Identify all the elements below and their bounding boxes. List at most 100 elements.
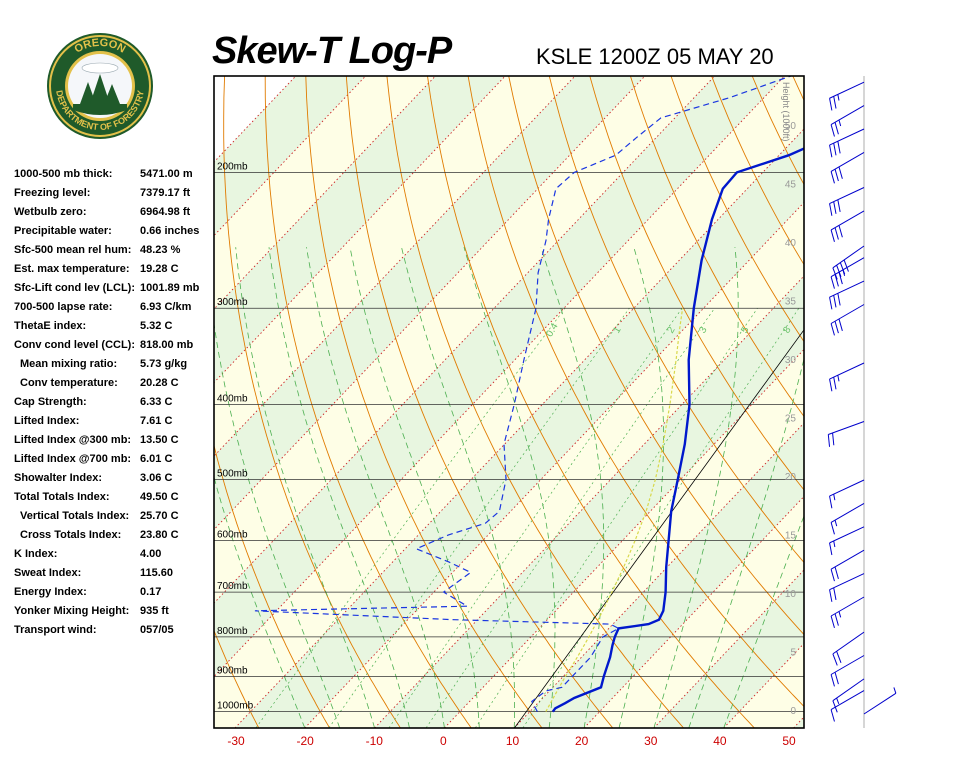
mixing-ratio-line <box>328 307 630 728</box>
isotherm-line <box>214 76 646 531</box>
wind-barb <box>832 631 865 666</box>
wind-barb-flag <box>834 122 839 135</box>
moist-adiabat <box>688 357 804 728</box>
isotherm-line <box>214 76 506 384</box>
moist-adiabat <box>235 247 375 728</box>
parcel-profile-line <box>545 308 684 712</box>
wind-barb <box>830 304 865 336</box>
wind-barb-flag <box>829 203 833 216</box>
wind-barb-half-flag <box>837 94 840 101</box>
isotherm-band <box>793 716 804 728</box>
wind-barb-flag <box>834 274 839 287</box>
wind-barb-half-flag <box>838 611 842 618</box>
wind-barb-half-flag <box>893 687 897 694</box>
wind-barb-half-flag <box>837 375 840 382</box>
index-value: 20.28 C <box>140 377 179 389</box>
wind-barb-flag <box>832 700 838 713</box>
wind-barb-flag <box>833 587 837 600</box>
index-label: Sfc-Lift cond lev (LCL): <box>14 282 135 294</box>
dry-adiabat <box>833 76 960 728</box>
index-row: Vertical Totals Index: 25.70 C <box>14 510 214 528</box>
temperature-profile-line <box>551 147 804 713</box>
wind-barb <box>829 280 865 310</box>
wind-barb <box>863 687 897 715</box>
index-value: 7379.17 ft <box>140 187 191 199</box>
wind-barb-shaft <box>829 479 865 497</box>
index-value: 7.61 C <box>140 415 173 427</box>
index-label: Mean mixing ratio: <box>20 358 118 370</box>
wind-barb-flag <box>830 124 835 137</box>
isotherm-band <box>374 275 804 728</box>
index-row: 1000-500 mb thick: 5471.00 m <box>14 168 214 186</box>
wind-barb-flag <box>832 432 835 446</box>
index-row: Precipitable water: 0.66 inches <box>14 225 214 243</box>
isotherm-line <box>214 76 366 237</box>
index-value: 25.70 C <box>140 510 179 522</box>
wind-barb-flag <box>829 98 833 111</box>
logo-top-text: OREGON <box>73 37 128 56</box>
wind-barb-shaft <box>830 502 865 523</box>
index-label: 700-500 lapse rate: <box>14 301 113 313</box>
height-tick-label: 0 <box>790 706 796 717</box>
wind-barb-shaft <box>830 549 865 570</box>
dewpoint-profile-line <box>254 76 792 712</box>
index-label: Lifted Index @300 mb: <box>14 434 132 446</box>
wind-barb-shaft <box>830 655 865 675</box>
wind-barb-flag <box>836 651 842 664</box>
wind-barb <box>830 690 865 722</box>
index-label: Showalter Index: <box>14 472 103 484</box>
index-value: 19.28 C <box>140 263 179 275</box>
moist-adiabat <box>349 247 480 728</box>
wind-barb-shaft <box>828 421 865 435</box>
wind-barb <box>832 678 865 713</box>
index-label: Freezing level: <box>14 187 91 199</box>
wind-barb-flag <box>833 295 837 308</box>
wind-barb-shaft <box>829 362 865 380</box>
index-row: ThetaE index: 5.32 C <box>14 320 214 338</box>
mixing-ratio-label: 5 <box>739 325 752 336</box>
index-value: 0.17 <box>140 586 162 598</box>
index-value: 4.00 <box>140 548 162 560</box>
pressure-label: 200mb <box>217 161 248 172</box>
index-row: Lifted Index @300 mb: 13.50 C <box>14 434 214 452</box>
wind-barb <box>830 151 865 184</box>
dry-adiabat <box>792 76 804 102</box>
isotherm-line <box>214 76 436 310</box>
isotherm-line <box>793 716 804 728</box>
index-label: Wetbulb zero: <box>14 206 87 218</box>
wind-barb-flag <box>829 297 833 310</box>
index-label: Transport wind: <box>14 624 97 636</box>
wind-barb-half-flag <box>833 494 836 501</box>
wind-barb-flag <box>839 262 846 275</box>
index-label: Precipitable water: <box>14 225 112 237</box>
wind-barb <box>829 362 865 392</box>
wind-barb <box>830 502 865 535</box>
index-label: Lifted Index @700 mb: <box>14 453 132 465</box>
isotherm-band <box>584 496 804 728</box>
x-tick-label: 10 <box>506 734 520 748</box>
index-row: Showalter Index: 3.06 C <box>14 472 214 490</box>
wind-barb-flag <box>838 166 843 179</box>
index-value: 818.00 mb <box>140 339 194 351</box>
height-tick-label: 25 <box>785 414 797 425</box>
isotherm-line <box>214 76 716 604</box>
wind-barb-flag <box>837 293 841 306</box>
wind-barb-flag <box>834 613 839 626</box>
wind-barb <box>830 655 865 687</box>
wind-barb-flag <box>838 318 843 331</box>
wind-barb <box>830 257 865 289</box>
wind-barb <box>832 245 865 280</box>
index-row: Energy Index: 0.17 <box>14 586 214 604</box>
wind-barb-flag <box>830 323 835 336</box>
index-row: 700-500 lapse rate: 6.93 C/km <box>14 301 214 319</box>
wind-barb-shaft <box>829 573 865 591</box>
index-label: Sfc-500 mean rel hum: <box>14 244 132 256</box>
x-tick-label: 50 <box>782 734 796 748</box>
index-label: Conv cond level (CCL): <box>14 339 136 351</box>
index-label: Energy Index: <box>14 586 87 598</box>
moist-adiabat <box>214 475 306 728</box>
index-row: Wetbulb zero: 6964.98 ft <box>14 206 214 224</box>
moist-adiabat <box>463 247 556 728</box>
index-row: Est. max temperature: 19.28 C <box>14 263 214 281</box>
